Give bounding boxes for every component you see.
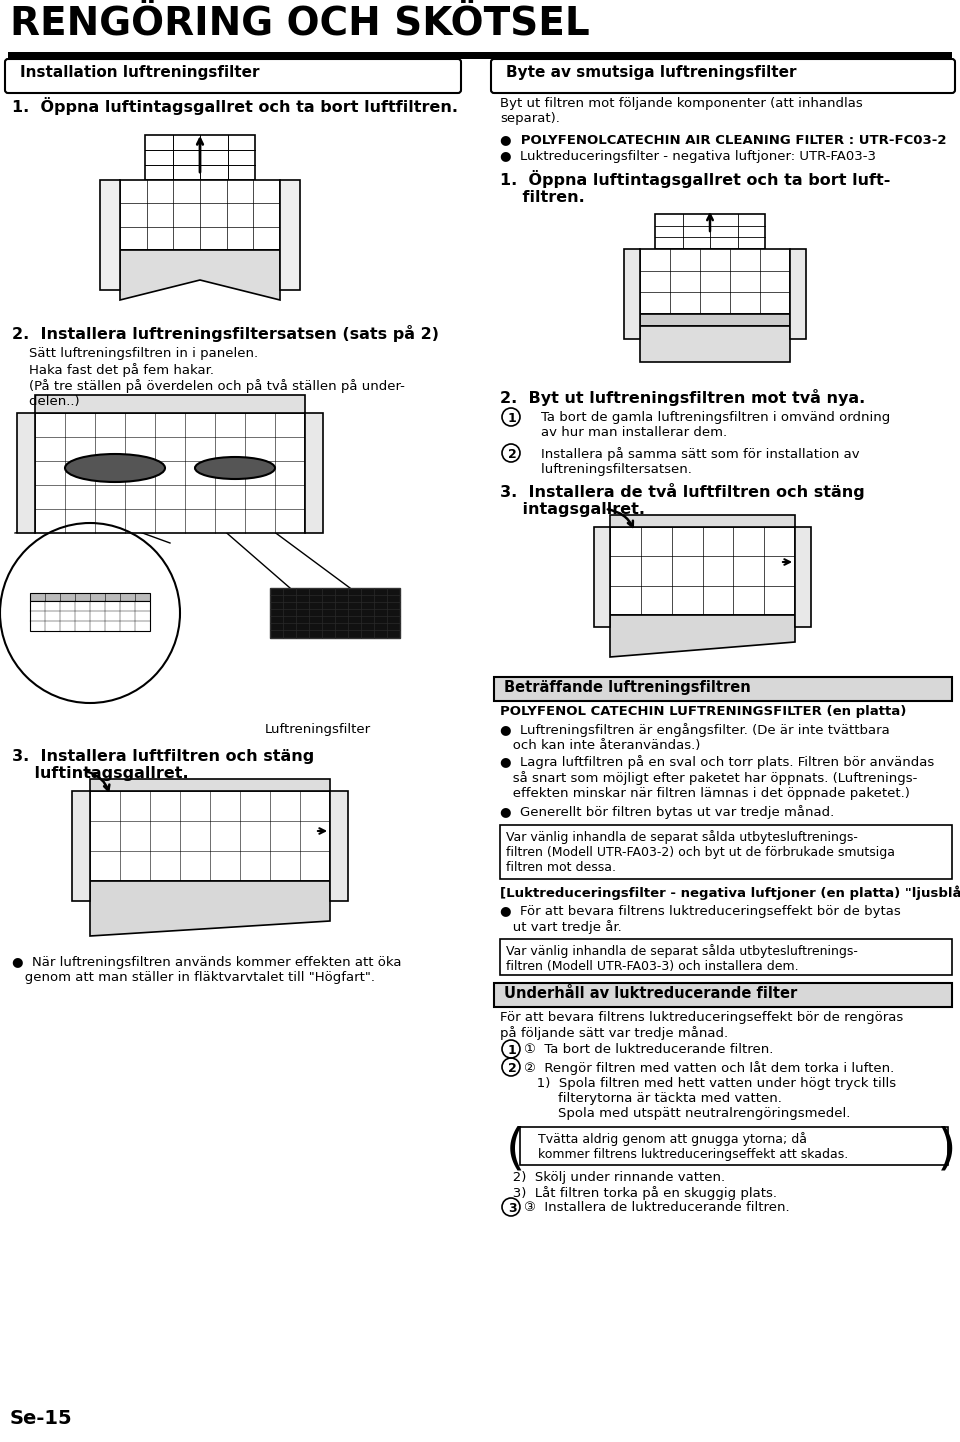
Text: ②  Rengör filtren med vatten och låt dem torka i luften.
   1)  Spola filtren me: ② Rengör filtren med vatten och låt dem … [524,1061,896,1120]
Text: För att bevara filtrens luktreduceringseffekt bör de rengöras
på följande sätt v: För att bevara filtrens luktreduceringse… [500,1011,903,1040]
Bar [330,792,348,901]
Text: [Luktreduceringsfilter - negativa luftjoner (en platta) "ljusblå"]: [Luktreduceringsfilter - negativa luftjo… [500,885,960,900]
Bar [624,249,640,339]
Text: 1: 1 [508,1044,516,1057]
Text: Byt ut filtren mot följande komponenter (att inhandlas
separat).: Byt ut filtren mot följande komponenter … [500,97,863,125]
Bar [640,314,790,326]
Text: ●  När luftreningsfiltren används kommer effekten att öka
   genom att man ställ: ● När luftreningsfiltren används kommer … [12,956,401,983]
Text: ●  Luktreduceringsfilter - negativa luftjoner: UTR-FA03-3: ● Luktreduceringsfilter - negativa luftj… [500,150,876,163]
Bar [500,825,952,880]
Text: Beträffande luftreningsfiltren: Beträffande luftreningsfiltren [504,681,751,695]
Bar [494,983,952,1007]
Text: 2.  Byt ut luftreningsfiltren mot två nya.: 2. Byt ut luftreningsfiltren mot två nya… [500,389,865,407]
Text: Underhåll av luktreducerande filter: Underhåll av luktreducerande filter [504,986,797,1001]
Polygon shape [120,249,280,300]
Bar [640,249,790,314]
Text: ●  Luftreningsfiltren är engångsfilter. (De är inte tvättbara
   och kan inte åt: ● Luftreningsfiltren är engångsfilter. (… [500,722,890,751]
Polygon shape [610,614,795,658]
Bar [100,180,120,290]
Bar [17,412,35,534]
Text: ●  Lagra luftfiltren på en sval och torr plats. Filtren bör användas
   så snart: ● Lagra luftfiltren på en sval och torr … [500,756,934,800]
Bar [35,412,305,534]
Text: Var vänlig inhandla de separat sålda utbytesluftrenings-
filtren (Modell UTR-FA0: Var vänlig inhandla de separat sålda utb… [506,945,858,973]
Text: 1.  Öppna luftintagsgallret och ta bort luft-
    filtren.: 1. Öppna luftintagsgallret och ta bort l… [500,170,890,205]
Text: Haka fast det på fem hakar.: Haka fast det på fem hakar. [12,363,214,376]
Text: Byte av smutsiga luftreningsfilter: Byte av smutsiga luftreningsfilter [506,65,797,79]
Bar [90,792,330,881]
Text: Tvätta aldrig genom att gnugga ytorna; då
   kommer filtrens luktreduceringseffe: Tvätta aldrig genom att gnugga ytorna; d… [526,1132,849,1161]
Bar [520,1128,948,1165]
Bar [30,593,150,601]
Bar [35,395,305,412]
Bar [790,249,806,339]
Text: 2)  Skölj under rinnande vatten.
   3)  Låt filtren torka på en skuggig plats.: 2) Skölj under rinnande vatten. 3) Låt f… [500,1171,777,1200]
Text: 1.  Öppna luftintagsgallret och ta bort luftfiltren.: 1. Öppna luftintagsgallret och ta bort l… [12,97,458,115]
Bar [145,136,255,180]
Ellipse shape [65,454,165,482]
Bar [280,180,300,290]
Bar [655,213,765,249]
Bar [610,526,795,614]
Text: ●  POLYFENOLCATECHIN AIR CLEANING FILTER : UTR-FC03-2: ● POLYFENOLCATECHIN AIR CLEANING FILTER … [500,133,947,146]
Bar [795,526,811,627]
Bar [120,180,280,249]
Bar [90,779,330,792]
Text: 1: 1 [508,412,516,425]
Text: (: ( [506,1125,525,1172]
Text: ●  Generellt bör filtren bytas ut var tredje månad.: ● Generellt bör filtren bytas ut var tre… [500,805,834,819]
Bar [30,601,150,632]
Bar [500,939,952,975]
Text: 2: 2 [508,448,516,461]
Text: ): ) [937,1125,956,1172]
Polygon shape [90,881,330,936]
Bar [610,515,795,526]
FancyBboxPatch shape [491,59,955,92]
Bar [594,526,610,627]
Polygon shape [640,326,790,362]
Bar [270,588,400,637]
Ellipse shape [195,457,275,479]
Bar [72,792,90,901]
Bar [120,249,280,265]
Text: 3: 3 [508,1203,516,1216]
Text: Luftreningsfilter: Luftreningsfilter [265,722,372,735]
Text: 3.  Installera de två luftfiltren och stäng
    intagsgallret.: 3. Installera de två luftfiltren och stä… [500,483,865,518]
Text: Sätt luftreningsfiltren in i panelen.: Sätt luftreningsfiltren in i panelen. [12,348,258,360]
Text: Se-15: Se-15 [10,1409,73,1428]
Text: Installation luftreningsfilter: Installation luftreningsfilter [20,65,259,79]
Bar [494,676,952,701]
Text: (På tre ställen på överdelen och på två ställen på under-
    delen..): (På tre ställen på överdelen och på två … [12,379,405,408]
Text: 2: 2 [508,1061,516,1074]
Text: ③  Installera de luktreducerande filtren.: ③ Installera de luktreducerande filtren. [524,1201,790,1214]
Bar [8,52,952,59]
Text: 3.  Installera luftfiltren och stäng
    luftintagsgallret.: 3. Installera luftfiltren och stäng luft… [12,748,314,782]
FancyBboxPatch shape [5,59,461,92]
Text: ●  För att bevara filtrens luktreduceringseffekt bör de bytas
   ut vart tredje : ● För att bevara filtrens luktreducering… [500,906,900,934]
Text: ①  Ta bort de luktreducerande filtren.: ① Ta bort de luktreducerande filtren. [524,1043,774,1056]
Text: RENGÖRING OCH SKÖTSEL: RENGÖRING OCH SKÖTSEL [10,6,589,45]
Text: POLYFENOL CATECHIN LUFTRENINGSFILTER (en platta): POLYFENOL CATECHIN LUFTRENINGSFILTER (en… [500,705,906,718]
Text: Ta bort de gamla luftreningsfiltren i omvänd ordning
    av hur man installerar : Ta bort de gamla luftreningsfiltren i om… [524,411,890,438]
Text: Installera på samma sätt som för installation av
    luftreningsfiltersatsen.: Installera på samma sätt som för install… [524,447,859,476]
Text: Var vänlig inhandla de separat sålda utbytesluftrenings-
filtren (Modell UTR-FA0: Var vänlig inhandla de separat sålda utb… [506,831,895,874]
Bar [305,412,323,534]
Text: 2.  Installera luftreningsfiltersatsen (sats på 2): 2. Installera luftreningsfiltersatsen (s… [12,324,439,342]
